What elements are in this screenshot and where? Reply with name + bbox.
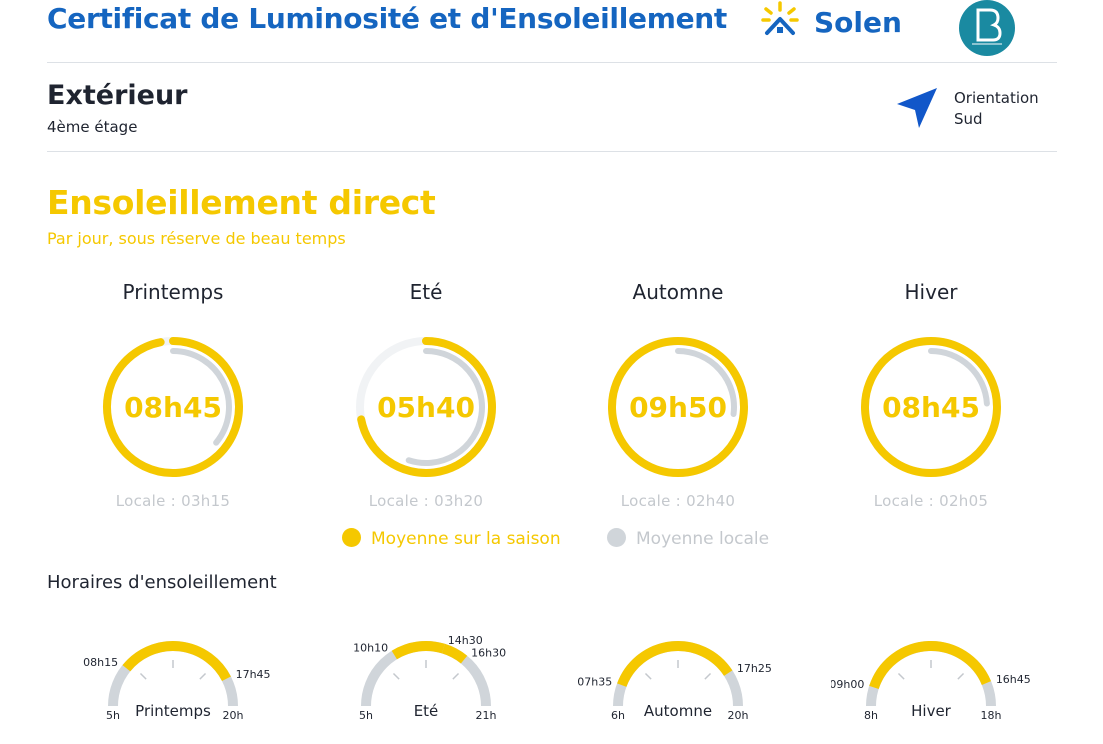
- hours-title: Horaires d'ensoleillement: [47, 572, 277, 593]
- season-value: 08h45: [124, 391, 222, 424]
- section-subtitle: Par jour, sous réserve de beau temps: [47, 229, 346, 248]
- season-card: Eté 05h40 Locale : 03h20: [326, 280, 526, 510]
- gauge-season-name: Hiver: [911, 702, 952, 720]
- gauge-min-label: 6h: [611, 709, 625, 722]
- sun-house-icon: [761, 1, 799, 35]
- season-card: Hiver 08h45 Locale : 02h05: [831, 280, 1031, 510]
- gauge-tick: [957, 672, 965, 680]
- season-value: 09h50: [629, 391, 727, 424]
- local-arc: [675, 348, 737, 418]
- local-value: Locale : 02h05: [873, 492, 989, 510]
- orientation: Orientation Sud: [954, 88, 1039, 130]
- season-card: Printemps 08h45 Locale : 03h15: [73, 280, 273, 510]
- legend-season: Moyenne sur la saison: [342, 527, 561, 549]
- season-arc: [608, 337, 748, 477]
- season-arc: [103, 337, 243, 477]
- gauge-time-label: 10h10: [353, 641, 388, 654]
- gauge-tick: [392, 672, 400, 680]
- divider: [47, 62, 1057, 63]
- season-arc: [861, 337, 1001, 477]
- gauge-time-label: 14h30: [448, 634, 483, 647]
- local-arc: [405, 348, 485, 466]
- gauge-time-label: 09h00: [831, 678, 864, 691]
- legend-dot-yellow: [342, 527, 361, 547]
- gauge-time-label: 08h15: [83, 656, 118, 669]
- gauge-sun-segment: [391, 641, 445, 660]
- season-name: Eté: [409, 280, 443, 304]
- gauge-tick: [452, 672, 460, 680]
- gauge-time-label: 16h30: [471, 646, 506, 659]
- season-name: Hiver: [904, 280, 958, 304]
- hours-gauge-svg: 6h 20h Automne 07h35 17h25: [577, 641, 772, 722]
- season-ring: 08h45: [103, 337, 243, 477]
- legend-dot-grey: [607, 527, 626, 547]
- local-value: Locale : 02h40: [620, 492, 736, 510]
- local-arc: [928, 348, 990, 407]
- season-ring: 09h50: [608, 337, 748, 477]
- season-value: 08h45: [882, 391, 980, 424]
- hours-gauge: 6h 20h Automne 07h35 17h25: [577, 614, 778, 730]
- gauge-max-label: 20h: [728, 709, 749, 722]
- gauge-min-label: 8h: [864, 709, 878, 722]
- gauge-sun-segment: [617, 641, 733, 687]
- orientation-label: Orientation: [954, 89, 1039, 107]
- solen-logo: Solen: [760, 0, 910, 44]
- season-name: Printemps: [122, 280, 224, 304]
- season-value: 05h40: [377, 391, 475, 424]
- gauge-time-label: 16h45: [996, 673, 1031, 686]
- season-card: Automne 09h50 Locale : 02h40: [578, 280, 778, 510]
- gauge-sun-segment: [869, 641, 992, 690]
- gauge-min-label: 5h: [106, 709, 120, 722]
- orientation-value: Sud: [954, 110, 983, 128]
- local-arc: [170, 348, 232, 446]
- gauge-sun-segment: [122, 641, 231, 682]
- local-value: Locale : 03h15: [115, 492, 231, 510]
- page-title: Certificat de Luminosité et d'Ensoleille…: [47, 2, 727, 35]
- gauge-track: [613, 641, 743, 707]
- gauge-tick: [139, 672, 147, 680]
- local-value: Locale : 03h20: [368, 492, 484, 510]
- season-ring: 08h45: [861, 337, 1001, 477]
- gauge-track: [361, 641, 491, 707]
- bic-logo: [958, 0, 1016, 56]
- legend-season-label: Moyenne sur la saison: [371, 529, 561, 549]
- gauge-season-name: Automne: [644, 702, 712, 720]
- orientation-arrow-icon: [895, 86, 939, 134]
- location-title: Extérieur: [47, 80, 188, 111]
- gauge-tick: [199, 672, 207, 680]
- legend-local: Moyenne locale: [607, 527, 770, 549]
- hours-gauge-svg: 5h 20h Printemps 08h15 17h45: [83, 641, 271, 722]
- section-title: Ensoleillement direct: [47, 183, 436, 222]
- hours-gauge-svg: 8h 18h Hiver 09h00 16h45: [829, 641, 1031, 722]
- gauge-track: [108, 641, 238, 707]
- gauge-max-label: 20h: [223, 709, 244, 722]
- season-name: Automne: [632, 280, 724, 304]
- gauge-tick: [644, 672, 652, 680]
- season-arc: [357, 337, 496, 477]
- legend-local-label: Moyenne locale: [636, 529, 770, 549]
- gauge-tick: [704, 672, 712, 680]
- gauge-tick: [897, 672, 905, 680]
- gauge-min-label: 5h: [359, 709, 373, 722]
- gauge-max-label: 21h: [476, 709, 497, 722]
- season-ring: 05h40: [356, 337, 496, 477]
- gauge-track: [866, 641, 996, 707]
- gauge-time-label: 07h35: [578, 675, 612, 688]
- gauge-sun-segment: [441, 643, 468, 664]
- hours-gauge: 5h 20h Printemps 08h15 17h45: [73, 614, 273, 730]
- location-floor: 4ème étage: [47, 118, 138, 136]
- gauge-max-label: 18h: [981, 709, 1002, 722]
- gauge-season-name: Eté: [414, 702, 439, 720]
- gauge-season-name: Printemps: [135, 702, 211, 720]
- solen-wordmark: Solen: [814, 6, 902, 39]
- hours-gauge: 8h 18h Hiver 09h00 16h45: [829, 614, 1031, 730]
- gauge-time-label: 17h25: [737, 662, 772, 675]
- gauge-time-label: 17h45: [236, 668, 271, 681]
- divider: [47, 151, 1057, 152]
- hours-gauge: 5h 21h Eté 10h10 14h30 16h30: [326, 614, 526, 730]
